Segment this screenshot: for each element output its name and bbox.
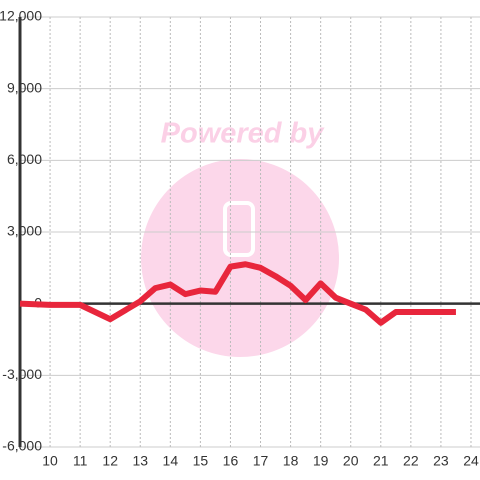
- x-tick-label: 10: [42, 453, 58, 469]
- watermark-text: Powered by: [161, 118, 326, 150]
- x-tick-label: 24: [463, 453, 479, 469]
- x-tick-label: 12: [102, 453, 118, 469]
- watermark-logo: [141, 159, 339, 357]
- y-tick-label: 12,000: [0, 8, 42, 24]
- x-tick-label: 23: [433, 453, 449, 469]
- x-tick-label: 21: [373, 453, 389, 469]
- watermark-icon: [223, 201, 255, 257]
- y-tick-label: -6,000: [2, 438, 42, 454]
- y-tick-label: 9,000: [7, 79, 42, 95]
- x-tick-label: 17: [253, 453, 269, 469]
- x-tick-label: 20: [343, 453, 359, 469]
- y-tick-label: 6,000: [7, 151, 42, 167]
- x-tick-label: 11: [73, 453, 88, 469]
- x-tick-label: 16: [223, 453, 239, 469]
- x-tick-label: 14: [163, 453, 179, 469]
- y-tick-label: 3,000: [7, 223, 42, 239]
- x-tick-label: 19: [313, 453, 329, 469]
- y-tick-label: -3,000: [2, 366, 42, 382]
- data-line: [19, 261, 456, 326]
- x-tick-label: 13: [132, 453, 148, 469]
- x-tick-label: 18: [283, 453, 299, 469]
- x-tick-label: 22: [403, 453, 419, 469]
- x-tick-label: 15: [193, 453, 209, 469]
